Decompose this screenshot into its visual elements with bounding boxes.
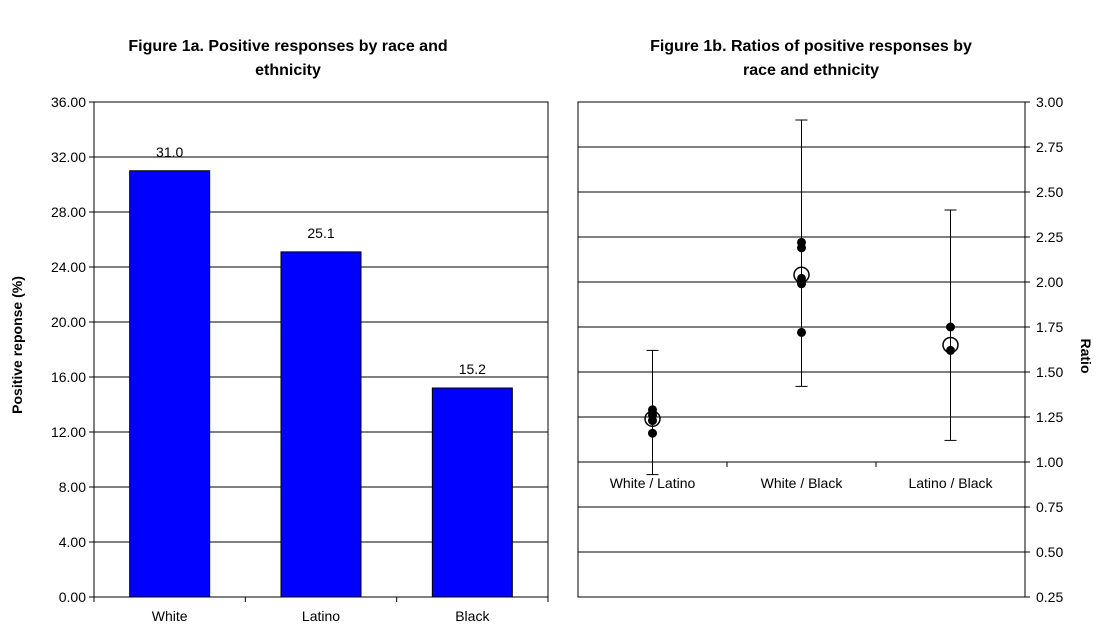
figure-1a-y-axis-title: Positive reponse (%)	[9, 276, 25, 414]
subgroup-point-latino-black	[946, 345, 955, 355]
y-tick-label: 20.00	[51, 314, 86, 330]
figure-1b-title-line-2: race and ethnicity	[743, 62, 879, 79]
y-tick-label: 1.25	[1036, 409, 1063, 425]
subgroup-point-white-latino	[648, 428, 657, 438]
data-label-latino: 25.1	[307, 225, 334, 241]
overall-ratio-marker-white-latino	[644, 410, 661, 428]
overall-ratio-marker-white-black	[793, 266, 810, 284]
y-tick-label: 0.50	[1036, 544, 1063, 560]
subgroup-point-white-black	[797, 327, 806, 337]
y-tick-label: 1.50	[1036, 364, 1063, 380]
x-tick-label-white: White	[152, 608, 188, 624]
y-tick-label: 2.75	[1036, 139, 1063, 155]
y-tick-label: 2.00	[1036, 274, 1063, 290]
y-tick-label: 1.75	[1036, 319, 1063, 335]
y-tick-label: 0.25	[1036, 589, 1063, 605]
y-tick-label: 12.00	[51, 424, 86, 440]
bar-latino	[280, 251, 362, 598]
y-tick-label: 16.00	[51, 369, 86, 385]
bar-black	[431, 387, 513, 598]
figure-1a-y-ticks: 0.00 4.00 8.00 12.00 16.00 20.00 24.00 28.00 32.…	[51, 94, 94, 605]
y-tick-label: 0.75	[1036, 499, 1063, 515]
y-tick-label: 1.00	[1036, 454, 1063, 470]
bar-white	[129, 170, 211, 598]
y-tick-label: 8.00	[59, 479, 86, 495]
x-tick-label-latino-black: Latino / Black	[908, 475, 993, 491]
overall-ratio-marker-latino-black	[942, 336, 959, 354]
figure-1b-plot-frame	[577, 101, 1026, 598]
y-tick-label: 32.00	[51, 149, 86, 165]
y-tick-label: 2.50	[1036, 184, 1063, 200]
subgroup-point-white-black	[797, 273, 806, 283]
y-tick-label: 2.25	[1036, 229, 1063, 245]
figure-1b: Figure 1b. Ratios of positive responses …	[577, 38, 1094, 605]
figure-1b-points	[644, 237, 959, 438]
figure-1a-plot-frame	[93, 101, 549, 598]
figure-1a: Figure 1a. Positive responses by race an…	[9, 38, 549, 624]
y-tick-label: 24.00	[51, 259, 86, 275]
x-tick-label-white-latino: White / Latino	[610, 475, 696, 491]
figure-1b-y-ticks: 0.25 0.50 0.75 1.00 1.25 1.50 1.75 2.00 2.25 2.50…	[1025, 94, 1063, 605]
y-tick-label: 36.00	[51, 94, 86, 110]
y-tick-label: 4.00	[59, 534, 86, 550]
figure-1a-title-line-1: Figure 1a. Positive responses by race an…	[128, 38, 447, 55]
figure-1a-x-ticks: White Latino Black	[93, 597, 549, 624]
figure-1b-error-bars	[646, 119, 957, 476]
y-tick-label: 28.00	[51, 204, 86, 220]
x-tick-label-latino: Latino	[302, 608, 340, 624]
figure-1b-category-axis: White / Latino White / Black Latino / Blac…	[578, 461, 1025, 491]
y-tick-label: 0.00	[59, 589, 86, 605]
x-tick-label-white-black: White / Black	[761, 475, 844, 491]
x-tick-label-black: Black	[455, 608, 490, 624]
figure-1a-bars	[129, 170, 513, 598]
y-tick-label: 3.00	[1036, 94, 1063, 110]
subgroup-point-white-black	[797, 237, 806, 247]
subgroup-point-latino-black	[946, 322, 955, 332]
figure-1a-data-labels: 31.0 25.1 15.2	[156, 144, 486, 377]
subgroup-point-white-latino	[648, 405, 657, 415]
figure-1b-title-line-1: Figure 1b. Ratios of positive responses …	[650, 38, 972, 55]
data-label-black: 15.2	[459, 361, 486, 377]
data-label-white: 31.0	[156, 144, 183, 160]
figure-1a-title-line-2: ethnicity	[255, 62, 321, 79]
figure-1b-y-axis-title: Ratio	[1078, 339, 1094, 374]
